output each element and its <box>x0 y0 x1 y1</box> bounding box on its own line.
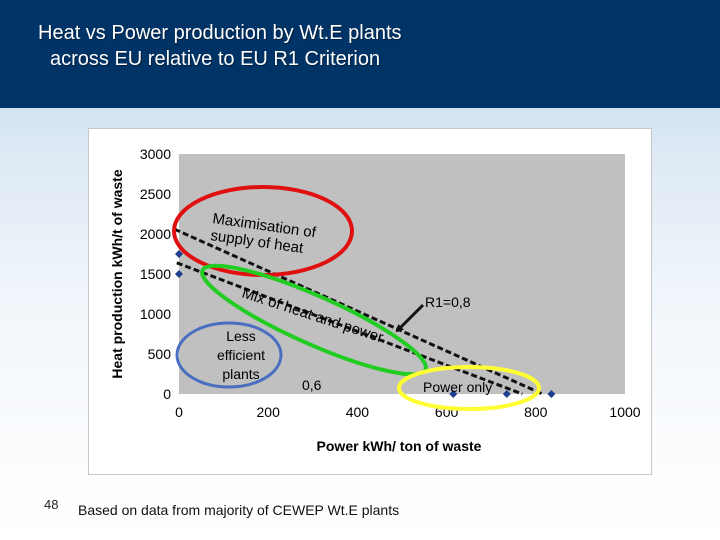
y-tick-label: 500 <box>148 346 172 362</box>
y-axis-label: Heat production kWh/t of waste <box>109 169 125 378</box>
r1-08-label: R1=0,8 <box>425 294 471 310</box>
x-axis-label: Power kWh/ ton of waste <box>317 438 482 454</box>
x-axis-ticks: 0 200 400 600 800 1000 <box>175 404 641 420</box>
x-tick-label: 800 <box>524 404 548 420</box>
chart-area: 0 500 1000 1500 2000 2500 3000 0 200 400 600 800 10… <box>88 128 652 475</box>
less-efficient-label-line1: Less <box>226 328 256 344</box>
x-tick-label: 200 <box>257 404 281 420</box>
r1-08-line <box>176 261 523 396</box>
data-points <box>175 250 556 398</box>
footnote: Based on data from majority of CEWEP Wt.… <box>78 502 400 518</box>
slide-title: Heat vs Power production by Wt.E plants … <box>38 20 638 72</box>
less-efficient-label-line2: efficient <box>217 347 265 363</box>
power-only-ellipse <box>397 365 541 411</box>
x-tick-label: 400 <box>346 404 370 420</box>
y-tick-label: 1000 <box>140 306 171 322</box>
y-axis-ticks: 0 500 1000 1500 2000 2500 3000 <box>140 146 171 402</box>
y-tick-label: 3000 <box>140 146 171 162</box>
data-point <box>449 390 458 398</box>
data-point <box>547 390 556 398</box>
data-point <box>502 390 511 398</box>
less-efficient-ellipse <box>175 321 283 389</box>
y-tick-label: 1500 <box>140 266 171 282</box>
x-tick-label: 0 <box>175 404 183 420</box>
power-only-label: Power only <box>423 379 492 395</box>
title-banner <box>0 0 720 108</box>
y-tick-label: 0 <box>163 386 171 402</box>
y-tick-label: 2500 <box>140 186 171 202</box>
less-efficient-label-line3: plants <box>222 366 259 382</box>
title-line-1: Heat vs Power production by Wt.E plants <box>38 22 402 44</box>
r1-06-label: 0,6 <box>302 377 322 393</box>
x-tick-label: 1000 <box>609 404 640 420</box>
data-point <box>175 250 183 258</box>
r1-08-arrow <box>395 303 425 333</box>
slide-number: 48 <box>44 497 59 512</box>
data-point <box>175 270 183 278</box>
title-line-2: across EU relative to EU R1 Criterion <box>50 48 381 70</box>
y-tick-label: 2000 <box>140 226 171 242</box>
